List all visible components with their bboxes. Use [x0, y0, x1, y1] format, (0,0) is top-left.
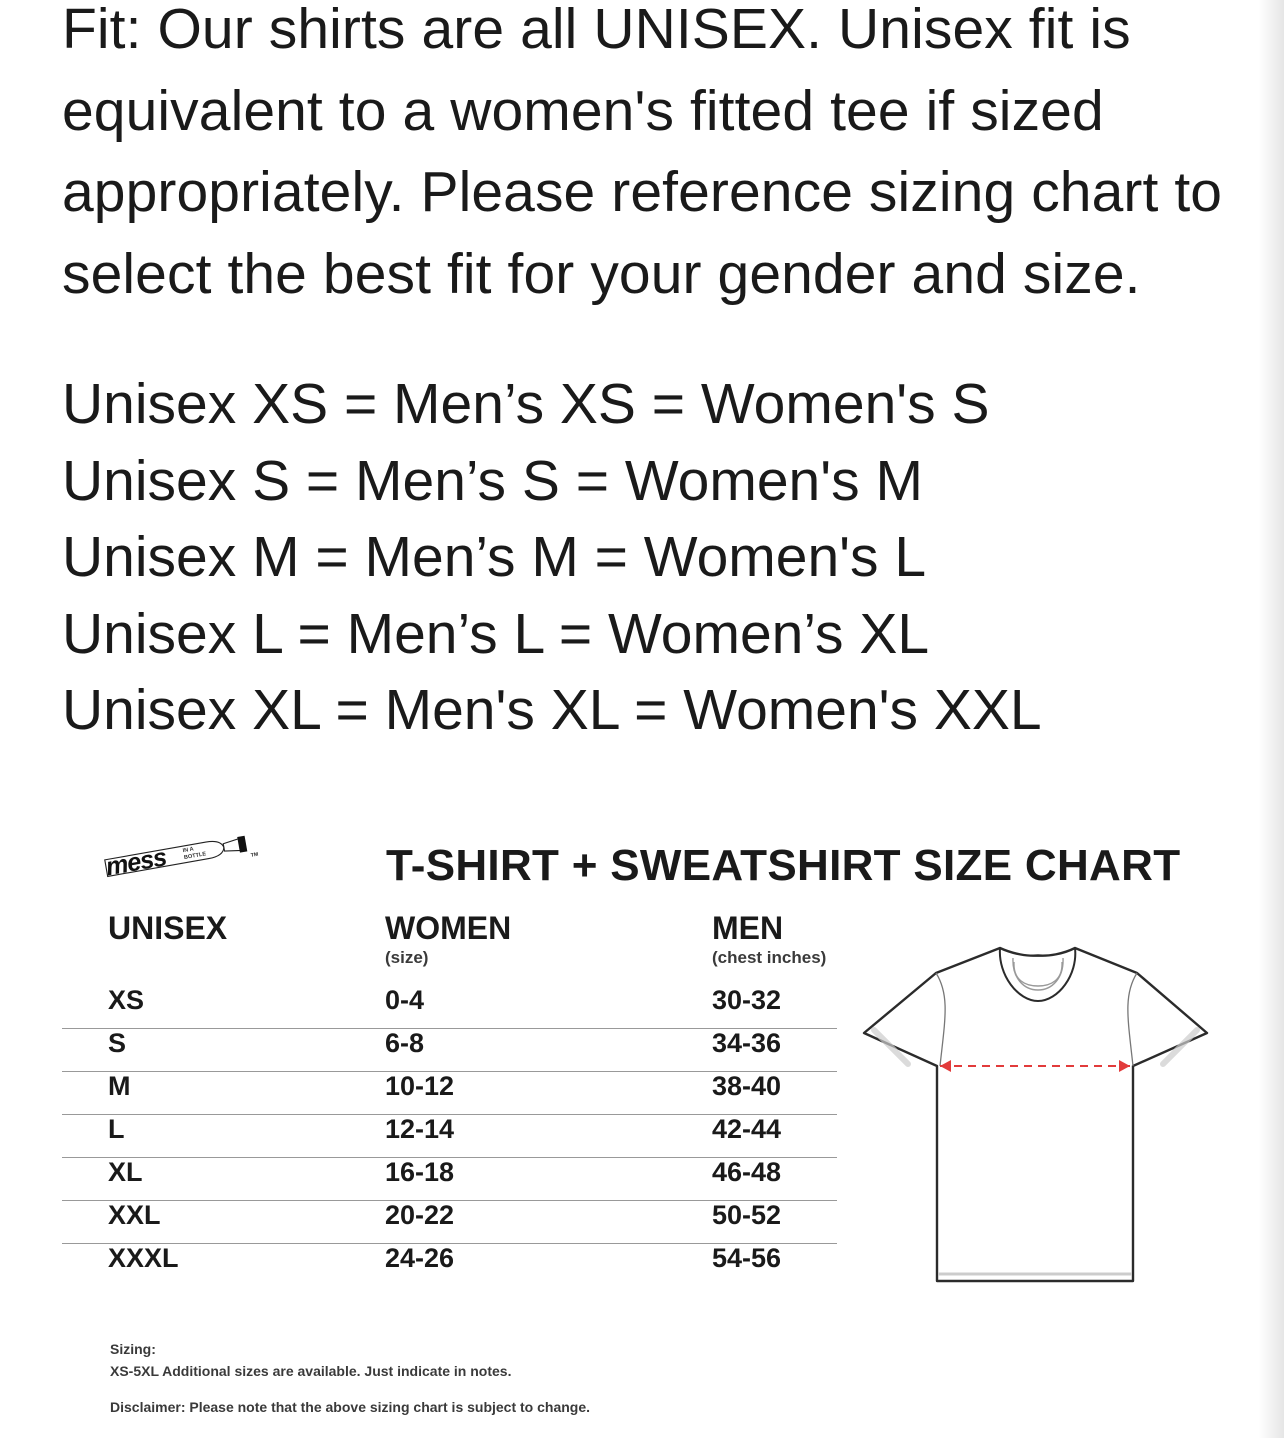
svg-text:TM: TM [250, 852, 258, 859]
svg-text:mess: mess [104, 843, 170, 881]
